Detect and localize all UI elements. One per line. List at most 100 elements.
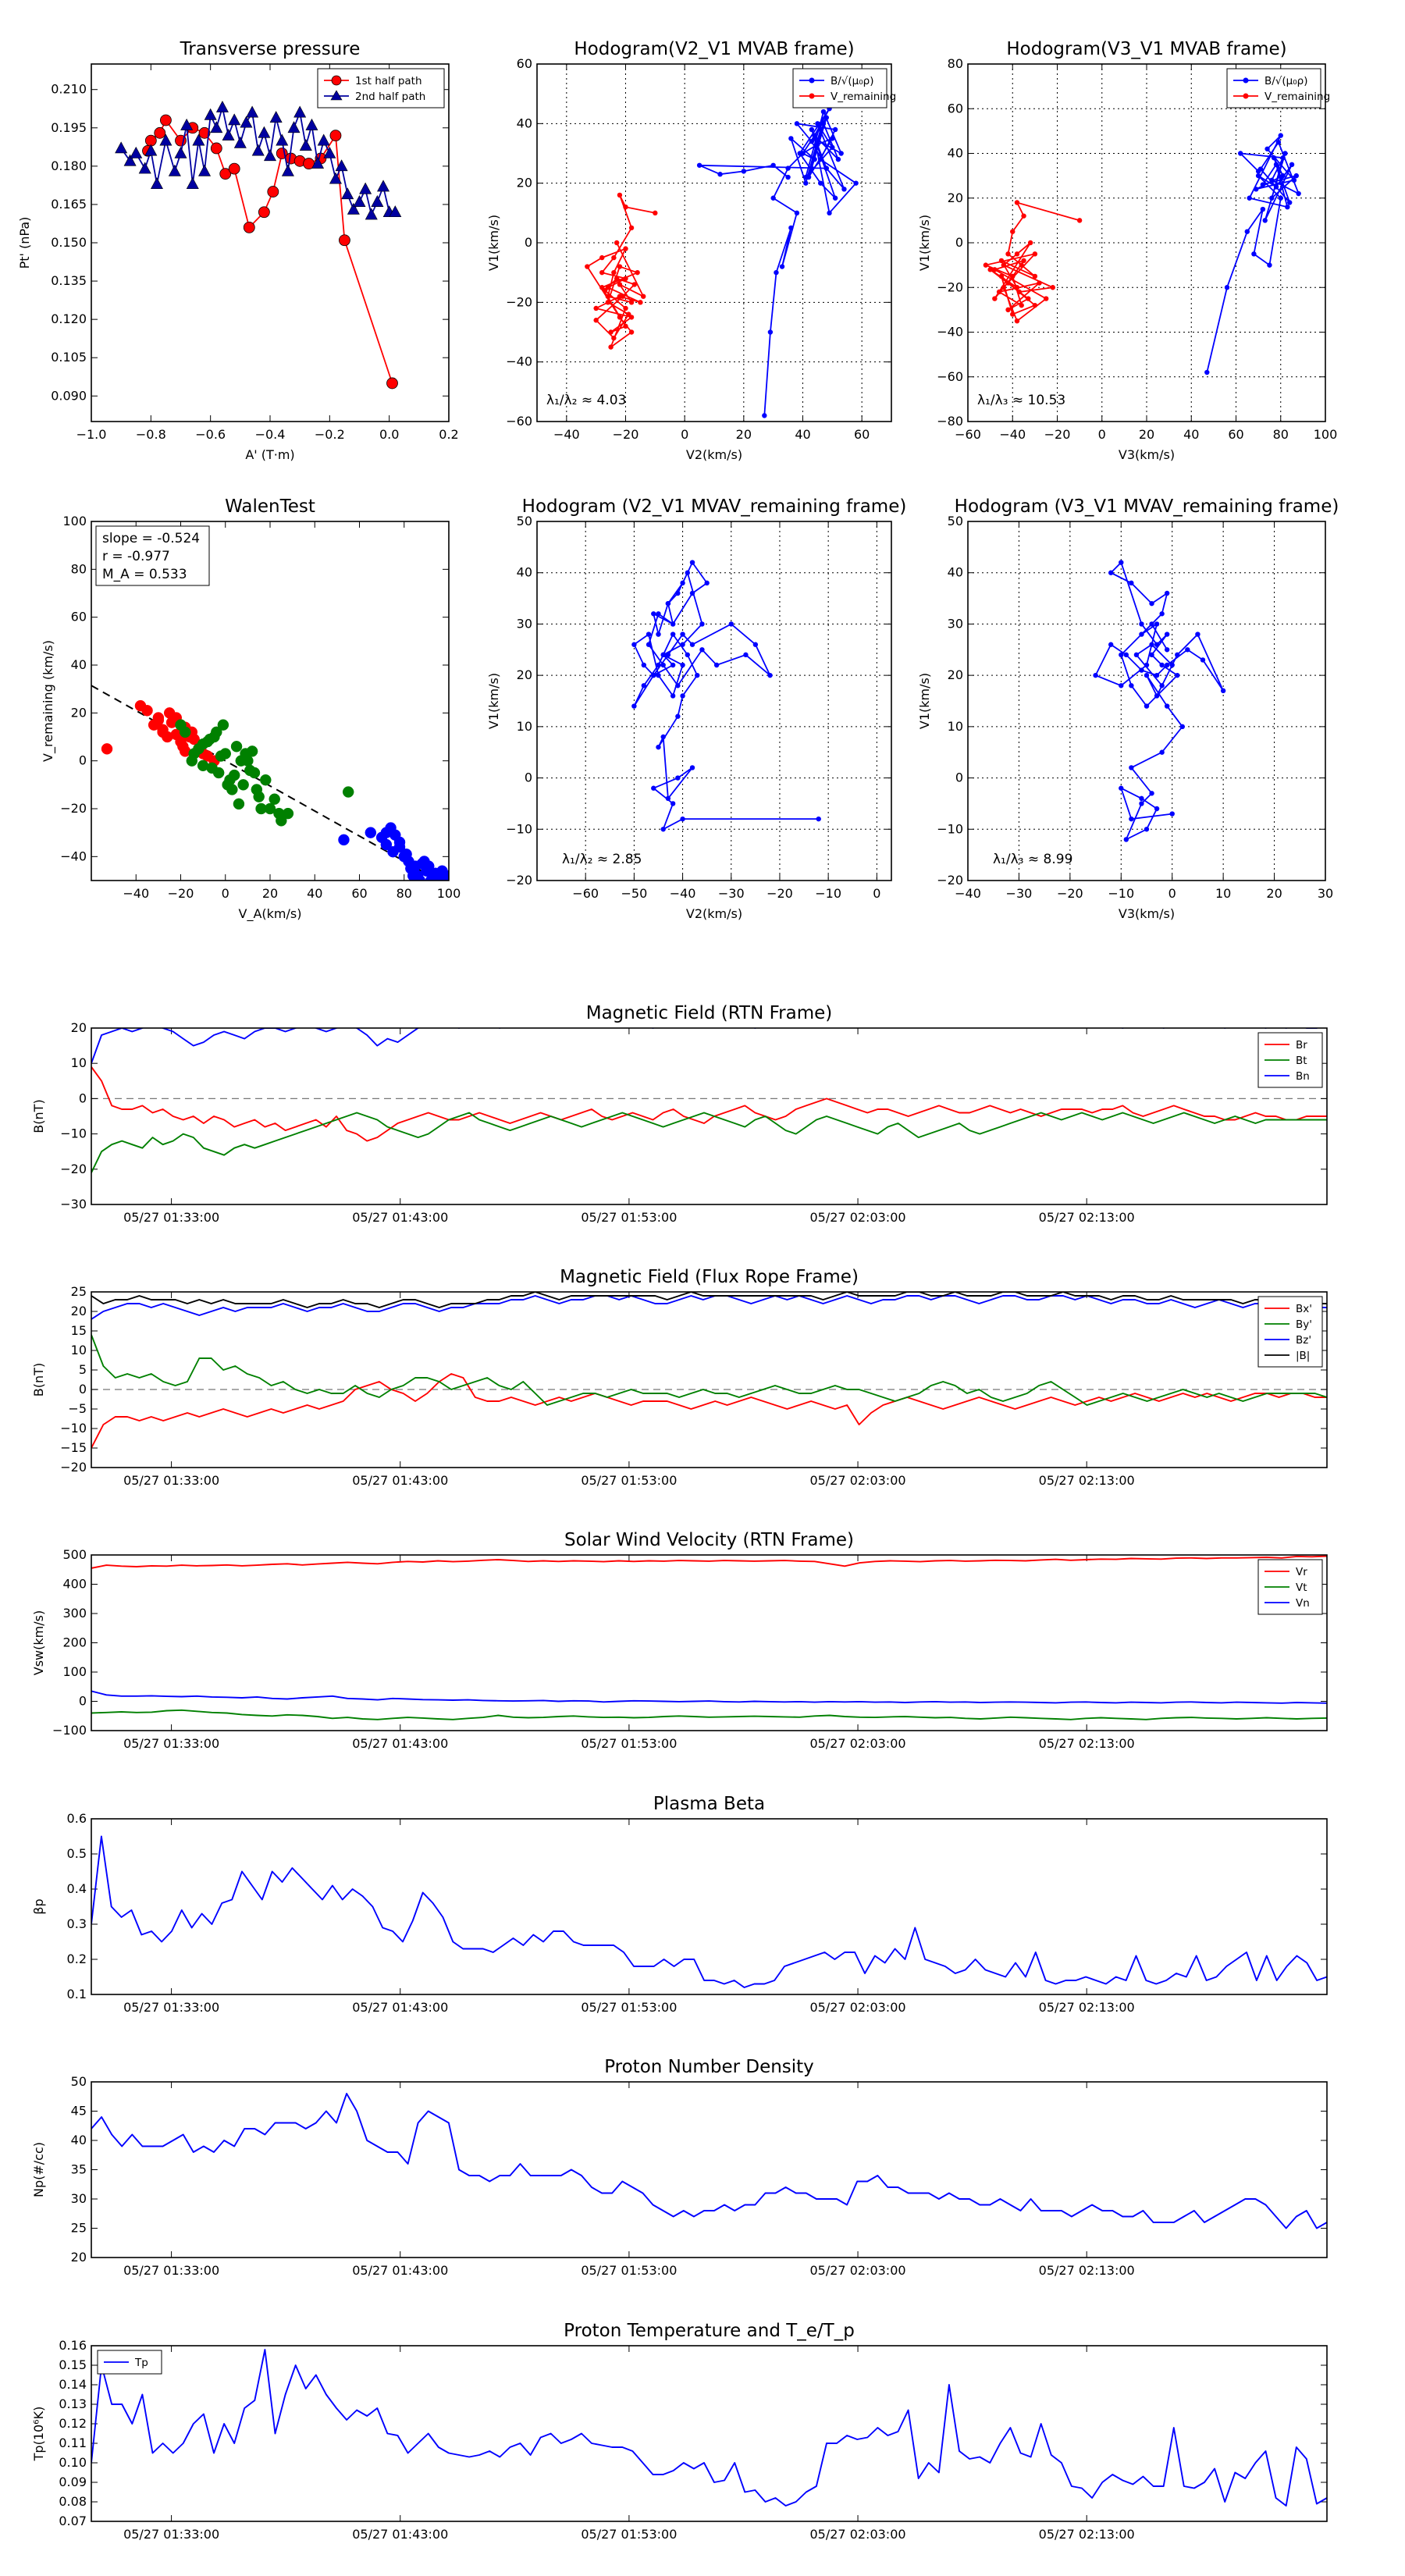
magnetic_field_rtn-ytick-label: −30 — [60, 1197, 87, 1212]
hodogram_v2_v1_mvab-series-line — [699, 108, 857, 416]
walen_test-point-green — [273, 807, 285, 820]
proton_temperature-ytick-label: 0.16 — [59, 2338, 87, 2353]
hodogram_v3_v1_mvav-point — [1154, 642, 1160, 647]
magnetic_field_flux_rope-series-bx — [91, 1373, 1327, 1449]
hodogram_v3_v1_mvab-ytick-label: 80 — [948, 56, 963, 71]
hodogram_v2_v1_mvab-point — [818, 156, 823, 162]
hodogram_v2_v1_mvav-xtick-label: −20 — [767, 886, 793, 901]
hodogram_v3_v1_mvab-ytick-label: 60 — [948, 101, 963, 116]
proton_temperature-plot-area — [91, 2349, 1327, 2507]
plasma_beta-series-p — [91, 1835, 1327, 1988]
magnetic_field_flux_rope-ytick-label: −5 — [68, 1401, 87, 1416]
transverse_pressure-ytick-label: 0.210 — [51, 82, 87, 97]
walen_test-xtick-label: 80 — [397, 886, 412, 901]
hodogram_v3_v1_mvab-xtick-label: −20 — [1044, 427, 1071, 442]
hodogram_v2_v1_mvav-point — [641, 662, 647, 668]
hodogram_v2_v1_mvab-point — [818, 180, 823, 186]
transverse_pressure-ytick-label: 0.105 — [51, 350, 87, 365]
magnetic_field_rtn-title: Magnetic Field (RTN Frame) — [586, 1003, 833, 1023]
hodogram_v2_v1_mvav-point — [646, 642, 652, 647]
transverse_pressure-point — [233, 136, 247, 148]
hodogram_v2_v1_mvab-point — [608, 344, 614, 350]
walen_test-point-green — [175, 719, 187, 731]
hodogram_v3_v1_mvav-point — [1144, 827, 1150, 832]
hodogram_v3_v1_mvav-point — [1164, 662, 1170, 668]
hodogram_v3_v1_mvav-point — [1159, 662, 1165, 668]
walen_test-title: WalenTest — [225, 496, 315, 517]
hodogram_v3_v1_mvab-point — [1269, 195, 1275, 201]
hodogram_v2_v1_mvab-point — [602, 287, 608, 294]
hodogram_v2_v1_mvab-xtick-label: 60 — [854, 427, 870, 442]
hodogram_v3_v1_mvav-point — [1149, 652, 1154, 658]
proton_temperature-title: Proton Temperature and T_e/T_p — [564, 2321, 855, 2341]
hodogram_v3_v1_mvab-point — [1010, 273, 1016, 279]
solar_wind_velocity_rtn-series-vn — [91, 1690, 1327, 1704]
proton_number_density-series-np — [91, 2093, 1327, 2229]
walen_test-point-blue — [338, 834, 350, 846]
transverse_pressure-point — [210, 121, 223, 133]
transverse_pressure-point — [222, 128, 235, 141]
hodogram_v3_v1_mvab-xtick-label: 60 — [1228, 427, 1243, 442]
proton_number_density-frame — [91, 2081, 1328, 2258]
hodogram_v2_v1_mvab-point — [830, 136, 835, 141]
hodogram_v3_v1_mvab-frame — [967, 63, 1326, 422]
walen_test-xlabel: V_A(km/s) — [239, 906, 302, 922]
walen_test-point-green — [269, 793, 280, 805]
magnetic_field_flux_rope-legend-label: By' — [1296, 1318, 1312, 1331]
solar_wind_velocity_rtn-series-vr — [91, 1555, 1327, 1569]
hodogram_v3_v1_mvab-point — [1014, 200, 1020, 205]
proton_number_density-ylabel: Np(#/cc) — [31, 2142, 46, 2197]
hodogram_v2_v1_mvav-point — [670, 801, 676, 806]
hodogram_v3_v1_mvav-xtick-label: −20 — [1057, 886, 1083, 901]
transverse_pressure-point — [353, 195, 366, 207]
proton_temperature-ylabel: Tp(10⁶K) — [31, 2407, 46, 2462]
hodogram_v2_v1_mvav-ytick-label: 20 — [517, 667, 532, 682]
transverse_pressure-point — [258, 126, 271, 138]
hodogram_v2_v1_mvab-point — [741, 169, 747, 174]
hodogram_v3_v1_mvab-point — [1255, 169, 1261, 174]
magnetic_field_flux_rope-title: Magnetic Field (Flux Rope Frame) — [560, 1267, 859, 1287]
transverse_pressure-point — [329, 130, 342, 142]
plasma_beta-ytick-label: 0.4 — [67, 1881, 87, 1896]
walen_test-point-green — [342, 786, 354, 798]
hodogram_v2_v1_mvab-point — [605, 294, 610, 299]
walen_test-ytick-label: 40 — [71, 657, 87, 672]
hodogram_v2_v1_mvav-point — [680, 693, 685, 699]
hodogram_v3_v1_mvab-point — [1027, 240, 1033, 246]
transverse_pressure-point — [186, 177, 199, 190]
hodogram_v3_v1_mvab-point — [983, 262, 989, 268]
transverse_pressure-point — [276, 133, 289, 146]
walen_test-point-green — [188, 748, 200, 760]
transverse_pressure-point — [311, 156, 325, 169]
walen_test-xtick-label: 60 — [351, 886, 367, 901]
hodogram_v2_v1_mvav-point — [767, 672, 773, 678]
plasma_beta-ytick-label: 0.3 — [67, 1916, 87, 1931]
transverse_pressure-point — [329, 172, 342, 184]
hodogram_v2_v1_mvav-point — [680, 642, 685, 647]
hodogram_v2_v1_mvab-point — [617, 282, 623, 287]
hodogram_v2_v1_mvav-point — [656, 632, 661, 637]
proton_temperature-ytick-label: 0.11 — [59, 2435, 87, 2450]
proton_number_density-plot-area — [91, 2093, 1327, 2229]
transverse_pressure-point — [168, 164, 181, 176]
hodogram_v2_v1_mvav-point — [641, 683, 647, 688]
hodogram_v2_v1_mvab-point — [623, 305, 628, 311]
proton_number_density-ytick-label: 45 — [71, 2104, 87, 2119]
hodogram_v2_v1_mvav-point — [689, 560, 695, 565]
hodogram_v3_v1_mvab-point — [1010, 311, 1016, 317]
hodogram_v3_v1_mvab-point — [1005, 307, 1011, 313]
proton_temperature-ytick-label: 0.13 — [59, 2396, 87, 2411]
magnetic_field_flux_rope-ylabel: B(nT) — [31, 1363, 46, 1397]
hodogram_v3_v1_mvab-legend-marker — [1243, 77, 1249, 84]
walen_test-ytick-label: 0 — [79, 753, 87, 768]
magnetic_field_flux_rope-ytick-label: 0 — [79, 1382, 87, 1397]
hodogram_v2_v1_mvav-point — [728, 621, 734, 627]
hodogram_v2_v1_mvab-point — [608, 329, 614, 335]
hodogram_v3_v1_mvab-ytick-label: 0 — [955, 235, 963, 250]
hodogram_v2_v1_mvab-point — [767, 329, 774, 335]
hodogram_v2_v1_mvab-point — [605, 300, 610, 305]
hodogram_v3_v1_mvab-xtick-label: 80 — [1273, 427, 1289, 442]
proton_number_density-xtick-label: 05/27 02:13:00 — [1039, 2263, 1135, 2278]
transverse_pressure-title: Transverse pressure — [180, 39, 361, 59]
solar_wind_velocity_rtn-ytick-label: 0 — [79, 1694, 87, 1709]
